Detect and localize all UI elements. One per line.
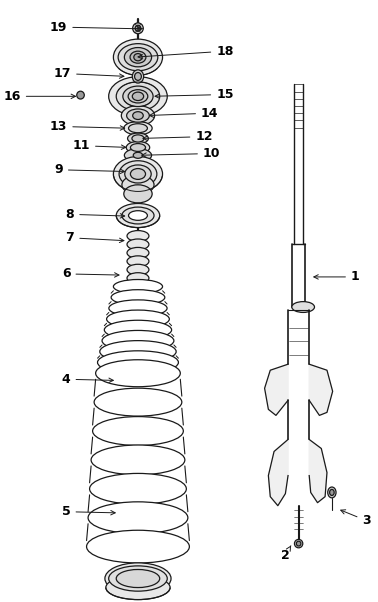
Text: 18: 18 (138, 45, 234, 59)
Ellipse shape (130, 143, 146, 152)
Ellipse shape (93, 417, 183, 445)
Ellipse shape (124, 185, 152, 203)
Ellipse shape (125, 165, 151, 183)
Text: 7: 7 (65, 231, 124, 244)
Text: 11: 11 (73, 139, 126, 152)
Ellipse shape (96, 360, 180, 386)
Ellipse shape (129, 211, 147, 220)
Text: 10: 10 (142, 147, 220, 160)
Ellipse shape (109, 300, 167, 317)
Ellipse shape (94, 388, 182, 416)
Ellipse shape (123, 86, 153, 107)
Text: 14: 14 (149, 107, 218, 120)
Ellipse shape (132, 70, 144, 83)
Ellipse shape (135, 72, 141, 80)
Text: 4: 4 (62, 373, 113, 386)
Ellipse shape (127, 264, 149, 275)
Polygon shape (265, 364, 288, 415)
Ellipse shape (107, 310, 169, 328)
Text: 1: 1 (314, 270, 360, 284)
Ellipse shape (106, 576, 170, 600)
Ellipse shape (127, 231, 149, 241)
Ellipse shape (105, 563, 171, 594)
Polygon shape (309, 439, 327, 503)
Ellipse shape (296, 541, 301, 546)
Ellipse shape (124, 48, 152, 67)
Ellipse shape (102, 330, 174, 351)
Ellipse shape (109, 566, 167, 591)
Ellipse shape (113, 157, 163, 191)
Text: 19: 19 (50, 20, 142, 34)
Ellipse shape (134, 54, 142, 61)
Text: 12: 12 (143, 130, 213, 143)
Text: 9: 9 (54, 163, 125, 176)
Ellipse shape (91, 445, 185, 475)
Ellipse shape (113, 279, 163, 294)
Ellipse shape (116, 569, 160, 588)
Ellipse shape (122, 175, 154, 194)
Ellipse shape (118, 43, 158, 70)
Ellipse shape (127, 273, 149, 284)
Ellipse shape (127, 133, 148, 144)
Ellipse shape (133, 111, 143, 119)
Ellipse shape (126, 141, 150, 154)
Ellipse shape (90, 473, 186, 504)
Ellipse shape (124, 149, 152, 162)
Ellipse shape (133, 152, 143, 158)
Ellipse shape (98, 351, 178, 374)
Ellipse shape (127, 109, 149, 122)
Ellipse shape (104, 320, 172, 340)
Ellipse shape (130, 51, 146, 63)
Ellipse shape (127, 239, 149, 250)
Text: 6: 6 (62, 267, 119, 281)
Ellipse shape (111, 290, 165, 305)
Ellipse shape (100, 341, 176, 362)
Text: 5: 5 (62, 505, 115, 518)
Ellipse shape (328, 487, 336, 498)
Ellipse shape (88, 502, 188, 533)
Ellipse shape (132, 135, 144, 142)
Ellipse shape (128, 90, 148, 103)
Text: 3: 3 (341, 510, 371, 527)
Ellipse shape (116, 82, 160, 111)
Ellipse shape (109, 76, 167, 116)
Ellipse shape (294, 539, 303, 548)
Polygon shape (268, 439, 288, 506)
Polygon shape (309, 364, 333, 415)
Ellipse shape (135, 25, 141, 31)
Ellipse shape (292, 302, 314, 312)
Text: 2: 2 (281, 546, 291, 562)
Text: 13: 13 (50, 120, 125, 133)
Ellipse shape (330, 489, 334, 495)
Ellipse shape (87, 530, 189, 563)
Ellipse shape (122, 207, 154, 224)
Ellipse shape (127, 256, 149, 267)
Ellipse shape (119, 161, 157, 187)
Ellipse shape (127, 247, 149, 258)
Text: 15: 15 (155, 88, 234, 101)
Ellipse shape (129, 124, 147, 132)
Ellipse shape (121, 105, 155, 125)
Ellipse shape (116, 203, 160, 228)
Ellipse shape (130, 169, 146, 179)
Ellipse shape (113, 39, 163, 75)
Text: 17: 17 (54, 67, 124, 80)
Ellipse shape (124, 122, 152, 135)
Ellipse shape (77, 92, 84, 99)
Text: 16: 16 (3, 90, 76, 103)
Text: 8: 8 (66, 208, 125, 221)
Ellipse shape (133, 23, 143, 34)
Ellipse shape (132, 92, 144, 101)
